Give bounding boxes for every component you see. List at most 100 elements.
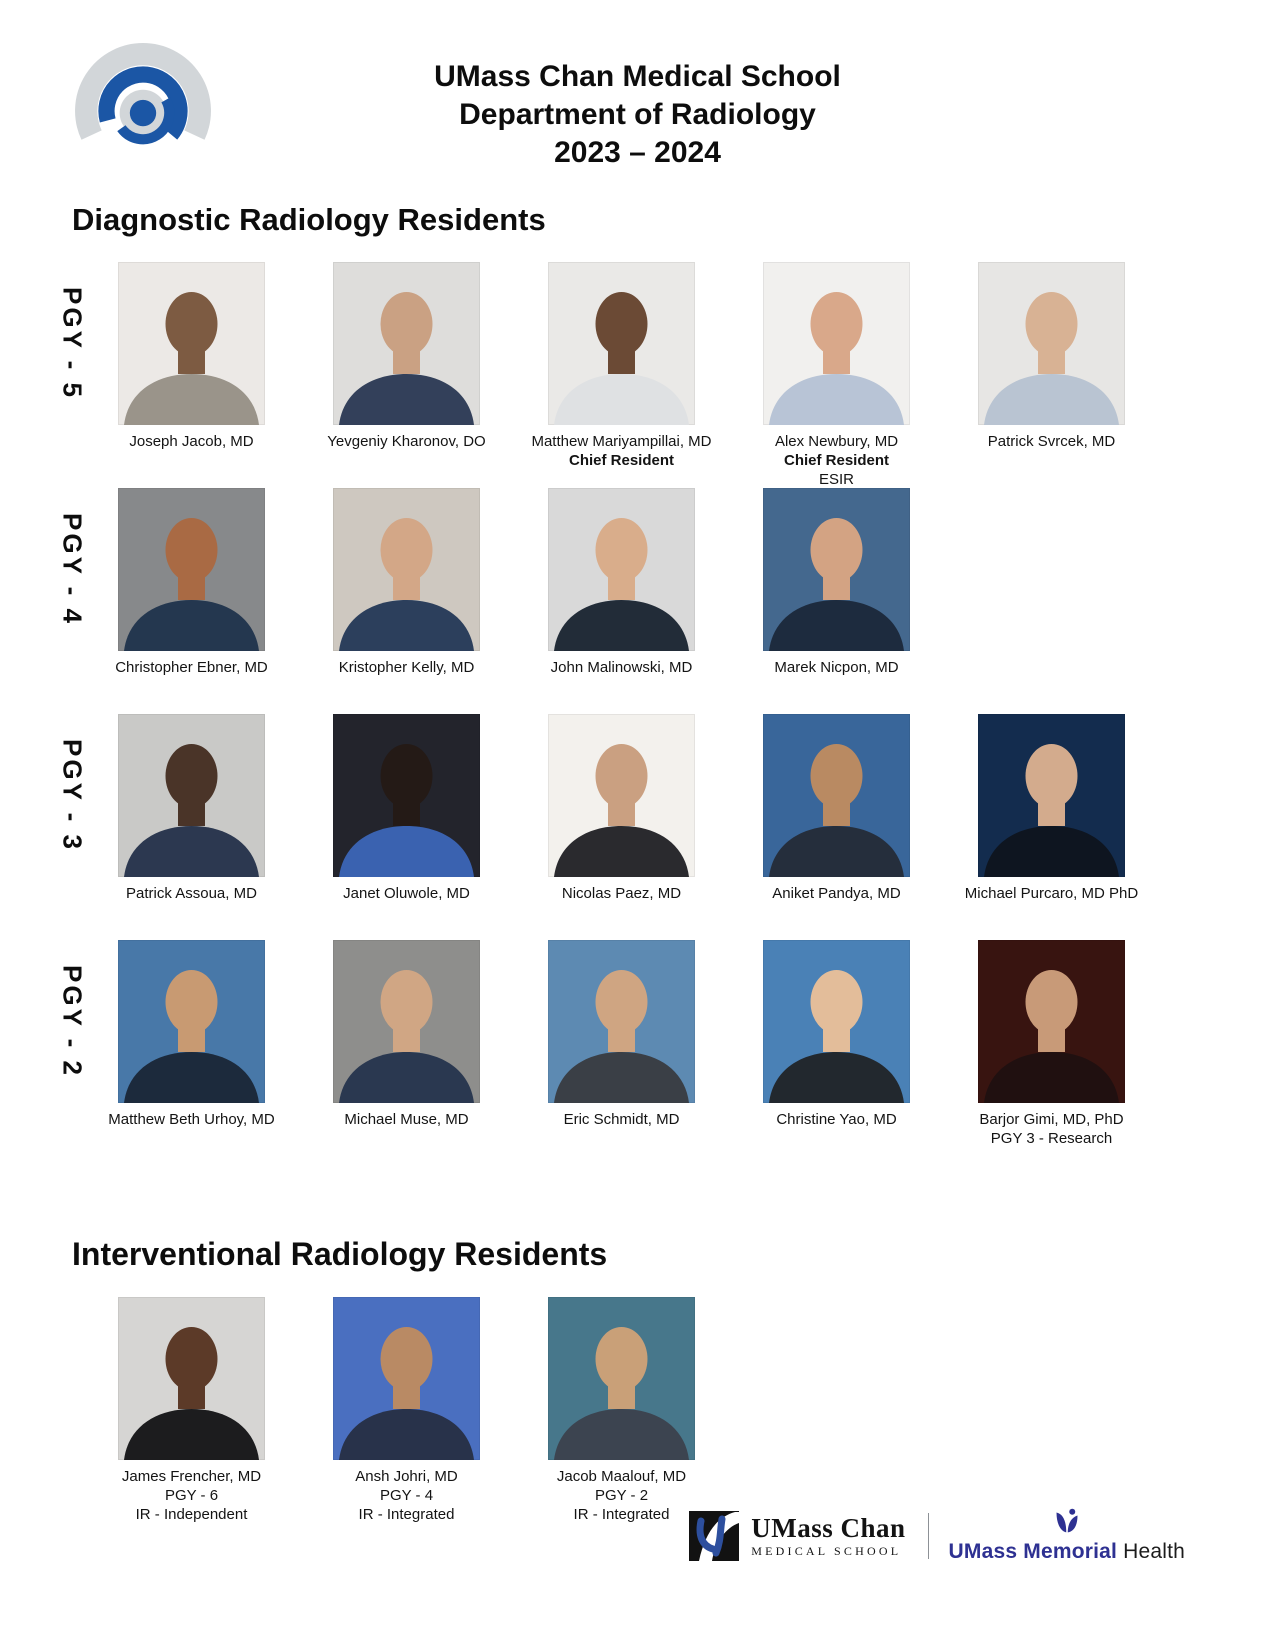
resident-caption: Aniket Pandya, MD — [763, 884, 910, 903]
resident-card: Christopher Ebner, MD — [115, 488, 268, 677]
resident-name: Patrick Assoua, MD — [126, 885, 257, 902]
person-silhouette-icon — [769, 518, 904, 651]
resident-grid: James Frencher, MD PGY - 6 IR - Independen… — [118, 1297, 1275, 1524]
person-silhouette-icon — [339, 292, 474, 425]
person-silhouette-icon — [554, 518, 689, 651]
resident-name: John Malinowski, MD — [550, 659, 693, 676]
resident-photo — [548, 940, 695, 1103]
resident-caption: Christine Yao, MD — [763, 1110, 910, 1129]
resident-caption: Christopher Ebner, MD — [115, 658, 268, 677]
resident-photo — [333, 940, 480, 1103]
resident-caption: Nicolas Paez, MD — [548, 884, 695, 903]
person-silhouette-icon — [554, 744, 689, 877]
resident-card: Kristopher Kelly, MD — [333, 488, 480, 677]
resident-photo — [763, 488, 910, 651]
resident-name: Matthew Mariyampillai, MD — [531, 433, 712, 450]
person-silhouette-icon — [984, 970, 1119, 1103]
resident-card: Barjor Gimi, MD, PhD PGY 3 - Research — [978, 940, 1125, 1148]
resident-card: Aniket Pandya, MD — [763, 714, 910, 903]
resident-row: PGY - 5 Joseph Jacob, MD Yevgeniy Kharonov… — [0, 262, 1275, 488]
resident-photo — [118, 262, 265, 425]
umass-memorial-logo-text: UMass Memorial Health — [949, 1540, 1185, 1564]
pgy-level-label: PGY - 3 — [50, 714, 94, 877]
person-silhouette-icon — [769, 970, 904, 1103]
footer-logos: UMass Chan MEDICAL SCHOOL UMass Memorial… — [689, 1508, 1185, 1564]
pgy-level-label: PGY - 5 — [50, 262, 94, 425]
resident-caption: Yevgeniy Kharonov, DO — [327, 432, 485, 451]
resident-card: Marek Nicpon, MD — [763, 488, 910, 677]
resident-caption: Kristopher Kelly, MD — [333, 658, 480, 677]
resident-card: Jacob Maalouf, MD PGY - 2 IR - Integrated — [548, 1297, 695, 1524]
resident-name: Patrick Svrcek, MD — [987, 433, 1116, 450]
resident-role: Chief Resident — [783, 452, 889, 469]
pgy-level-label: PGY - 2 — [50, 940, 94, 1103]
person-silhouette-icon — [124, 518, 259, 651]
resident-name: Eric Schmidt, MD — [563, 1111, 680, 1128]
resident-photo — [118, 1297, 265, 1460]
section-heading: Diagnostic Radiology Residents — [72, 202, 546, 237]
resident-photo — [333, 714, 480, 877]
person-silhouette-icon — [769, 744, 904, 877]
resident-name: Joseph Jacob, MD — [129, 433, 254, 450]
resident-caption: Ansh Johri, MD PGY - 4 IR - Integrated — [333, 1467, 480, 1524]
umass-memorial-bold-text: UMass Memorial — [948, 1540, 1118, 1563]
resident-detail: IR - Integrated — [358, 1506, 455, 1523]
page-title: UMass Chan Medical School Department of … — [0, 0, 1275, 172]
resident-name: Barjor Gimi, MD, PhD — [979, 1111, 1124, 1128]
resident-caption: Michael Muse, MD — [333, 1110, 480, 1129]
resident-caption: James Frencher, MD PGY - 6 IR - Independen… — [118, 1467, 265, 1524]
resident-caption: Michael Purcaro, MD PhD — [965, 884, 1138, 903]
resident-detail: PGY - 6 — [164, 1487, 219, 1504]
resident-card: Eric Schmidt, MD — [548, 940, 695, 1148]
resident-name: Ansh Johri, MD — [355, 1468, 458, 1485]
resident-photo — [118, 940, 265, 1103]
umass-chan-logo-icon — [689, 1511, 740, 1561]
resident-caption: Jacob Maalouf, MD PGY - 2 IR - Integrated — [548, 1467, 695, 1524]
person-silhouette-icon — [339, 744, 474, 877]
resident-photo — [763, 262, 910, 425]
resident-caption: Matthew Mariyampillai, MD Chief Resident — [531, 432, 711, 470]
resident-name: Yevgeniy Kharonov, DO — [327, 433, 486, 450]
umass-chan-logo-subtext: MEDICAL SCHOOL — [751, 1543, 902, 1558]
resident-caption: Marek Nicpon, MD — [763, 658, 910, 677]
umass-memorial-health-text: Health — [1117, 1540, 1185, 1563]
umass-memorial-logo: UMass Memorial Health — [949, 1508, 1185, 1564]
resident-detail: PGY - 2 — [594, 1487, 649, 1504]
resident-name: James Frencher, MD — [121, 1468, 262, 1485]
title-line-years: 2023 – 2024 — [554, 136, 721, 169]
resident-card: Alex Newbury, MD Chief Resident ESIR — [763, 262, 910, 489]
resident-name: Matthew Beth Urhoy, MD — [108, 1111, 275, 1128]
resident-caption: Joseph Jacob, MD — [118, 432, 265, 451]
resident-name: Christopher Ebner, MD — [115, 659, 268, 676]
resident-grid: Patrick Assoua, MD Janet Oluwole, MD Nicol… — [118, 714, 1275, 903]
resident-detail: PGY - 4 — [379, 1487, 434, 1504]
resident-photo — [548, 714, 695, 877]
person-silhouette-icon — [554, 970, 689, 1103]
resident-card: Matthew Mariyampillai, MD Chief Resident — [531, 262, 712, 489]
resident-card: Nicolas Paez, MD — [548, 714, 695, 903]
resident-name: Aniket Pandya, MD — [772, 885, 901, 902]
resident-photo — [333, 488, 480, 651]
resident-grid: Christopher Ebner, MD Kristopher Kelly, M… — [115, 488, 1275, 677]
pgy-level-text: PGY - 2 — [57, 964, 88, 1078]
resident-grid: Matthew Beth Urhoy, MD Michael Muse, MD Er… — [108, 940, 1275, 1148]
person-silhouette-icon — [339, 1327, 474, 1460]
resident-detail: ESIR — [818, 471, 854, 488]
resident-photo — [978, 714, 1125, 877]
resident-photo — [548, 488, 695, 651]
resident-grid: Joseph Jacob, MD Yevgeniy Kharonov, DO Mat… — [118, 262, 1275, 489]
radiology-department-logo — [75, 43, 211, 145]
person-silhouette-icon — [124, 1327, 259, 1460]
resident-name: Alex Newbury, MD — [774, 433, 899, 450]
resident-detail: PGY 3 - Research — [990, 1130, 1113, 1147]
resident-name: Nicolas Paez, MD — [561, 885, 682, 902]
resident-photo — [548, 262, 695, 425]
resident-caption: Alex Newbury, MD Chief Resident ESIR — [763, 432, 910, 489]
person-silhouette-icon — [984, 744, 1119, 877]
resident-role: Chief Resident — [568, 452, 674, 469]
resident-photo — [763, 714, 910, 877]
person-silhouette-icon — [554, 292, 689, 425]
umass-chan-logo: UMass Chan MEDICAL SCHOOL — [689, 1511, 905, 1561]
resident-photo — [978, 940, 1125, 1103]
umass-chan-logo-text: UMass Chan — [751, 1512, 906, 1543]
